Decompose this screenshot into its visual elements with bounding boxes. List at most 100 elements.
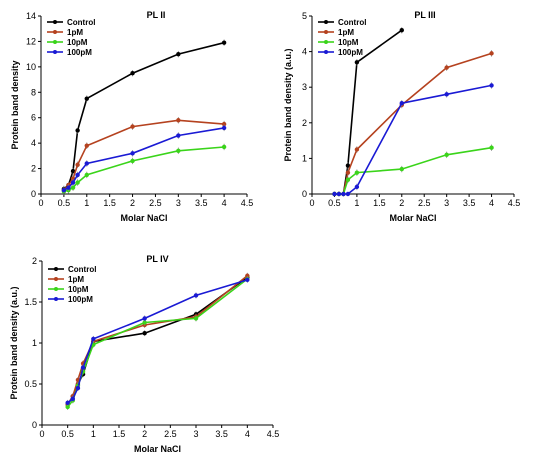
data-point xyxy=(444,152,449,158)
x-tick-label: 0 xyxy=(38,198,43,208)
x-tick-label: 1.5 xyxy=(113,429,126,439)
legend-swatch-marker xyxy=(53,40,57,44)
chart-title: PL IV xyxy=(146,254,168,264)
data-point xyxy=(176,51,181,57)
y-tick-label: 8 xyxy=(31,87,36,97)
y-tick-label: 5 xyxy=(302,11,307,21)
data-point xyxy=(221,144,227,150)
x-tick-label: 0.5 xyxy=(61,429,74,439)
legend-swatch-marker xyxy=(324,50,328,54)
data-point xyxy=(354,147,360,152)
legend-swatch-marker xyxy=(53,50,57,54)
chart-pl-ii: 0 0.5 1 1.5 2 2.5 3 3.5 4 4.5 0 2 4 6 8 10 12 14 PL II Mola… xyxy=(10,10,253,223)
x-tick-label: 4 xyxy=(489,198,494,208)
x-tick-label: 1 xyxy=(91,429,96,439)
legend-label: 10pM xyxy=(67,38,88,47)
x-tick-label: 1.5 xyxy=(103,198,116,208)
data-point xyxy=(176,118,181,123)
x-tick-label: 2.5 xyxy=(164,429,177,439)
data-point xyxy=(354,184,360,190)
x-axis-title: Molar NaCl xyxy=(134,444,181,454)
y-tick-label: 1 xyxy=(32,338,37,348)
series-1pm xyxy=(61,117,227,194)
x-tick-label: 3.5 xyxy=(215,429,228,439)
y-tick-label: 4 xyxy=(302,47,307,57)
data-point xyxy=(345,191,351,197)
data-point xyxy=(142,316,147,321)
x-tick-label: 0.5 xyxy=(58,198,71,208)
data-point xyxy=(66,185,71,190)
data-point xyxy=(336,191,342,197)
data-point xyxy=(80,365,86,370)
legend-label: 1pM xyxy=(67,28,83,37)
y-tick-label: 2 xyxy=(302,118,307,128)
y-tick-label: 0 xyxy=(302,189,307,199)
y-tick-label: 3 xyxy=(302,82,307,92)
data-point xyxy=(75,128,80,133)
x-axis-title: Molar NaCl xyxy=(389,213,436,223)
data-point xyxy=(345,163,351,168)
x-tick-label: 3 xyxy=(193,429,198,439)
data-point xyxy=(221,121,227,127)
y-axis-title: Protein band density (a.u.) xyxy=(283,48,293,161)
data-point xyxy=(221,125,227,131)
data-point xyxy=(193,293,199,298)
series-100pm xyxy=(332,82,494,197)
x-tick-label: 1.5 xyxy=(373,198,386,208)
x-tick-label: 4.5 xyxy=(241,198,254,208)
data-point xyxy=(399,166,404,172)
x-tick-label: 4 xyxy=(245,429,250,439)
data-point xyxy=(91,336,96,342)
data-point xyxy=(75,162,80,167)
legend-label: Control xyxy=(338,18,366,27)
data-point xyxy=(489,145,494,150)
x-tick-label: 2 xyxy=(399,198,404,208)
legend-swatch-marker xyxy=(324,30,328,34)
y-tick-label: 0 xyxy=(31,189,36,199)
legend-label: Control xyxy=(68,265,96,274)
data-point xyxy=(70,180,76,185)
legend-swatch-marker xyxy=(54,287,58,291)
y-tick-label: 14 xyxy=(26,11,36,21)
y-tick-label: 0.5 xyxy=(24,379,37,389)
data-point xyxy=(70,185,76,190)
data-point xyxy=(354,170,360,175)
chart-pl-iv: 0 0.5 1 1.5 2 2.5 3 3.5 4 4.5 0 0.5 1 1.5 2 PL IV Molar … xyxy=(9,254,279,454)
data-point xyxy=(142,320,147,325)
data-point xyxy=(130,71,135,76)
y-axis-title: Protein band density (a.u.) xyxy=(9,286,19,399)
data-point xyxy=(75,180,80,185)
data-point xyxy=(142,330,147,336)
x-tick-label: 2 xyxy=(130,198,135,208)
legend-label: 10pM xyxy=(338,38,359,47)
series-line xyxy=(63,119,225,191)
data-point xyxy=(70,396,76,401)
x-tick-label: 0.5 xyxy=(328,198,341,208)
chart-title: PL II xyxy=(147,10,166,20)
data-point xyxy=(65,404,70,410)
x-tick-label: 4 xyxy=(222,198,227,208)
data-point xyxy=(84,172,89,178)
data-point xyxy=(489,51,494,56)
x-tick-label: 2.5 xyxy=(418,198,431,208)
series-10pm xyxy=(61,143,227,195)
data-point xyxy=(489,83,494,88)
data-point xyxy=(176,148,181,153)
x-tick-label: 3 xyxy=(176,198,181,208)
data-point xyxy=(70,168,76,174)
y-tick-label: 1.5 xyxy=(24,297,37,307)
series-line xyxy=(334,84,492,195)
data-point xyxy=(354,60,360,65)
legend-swatch-marker xyxy=(54,267,58,271)
data-point xyxy=(444,92,449,97)
y-tick-label: 2 xyxy=(31,164,36,174)
data-point xyxy=(84,96,89,101)
legend-swatch-marker xyxy=(54,297,58,301)
legend-label: 1pM xyxy=(68,275,84,284)
y-tick-label: 4 xyxy=(31,138,36,148)
data-point xyxy=(130,151,135,156)
y-tick-label: 10 xyxy=(26,62,36,72)
x-tick-label: 3.5 xyxy=(463,198,476,208)
x-tick-label: 3.5 xyxy=(195,198,208,208)
